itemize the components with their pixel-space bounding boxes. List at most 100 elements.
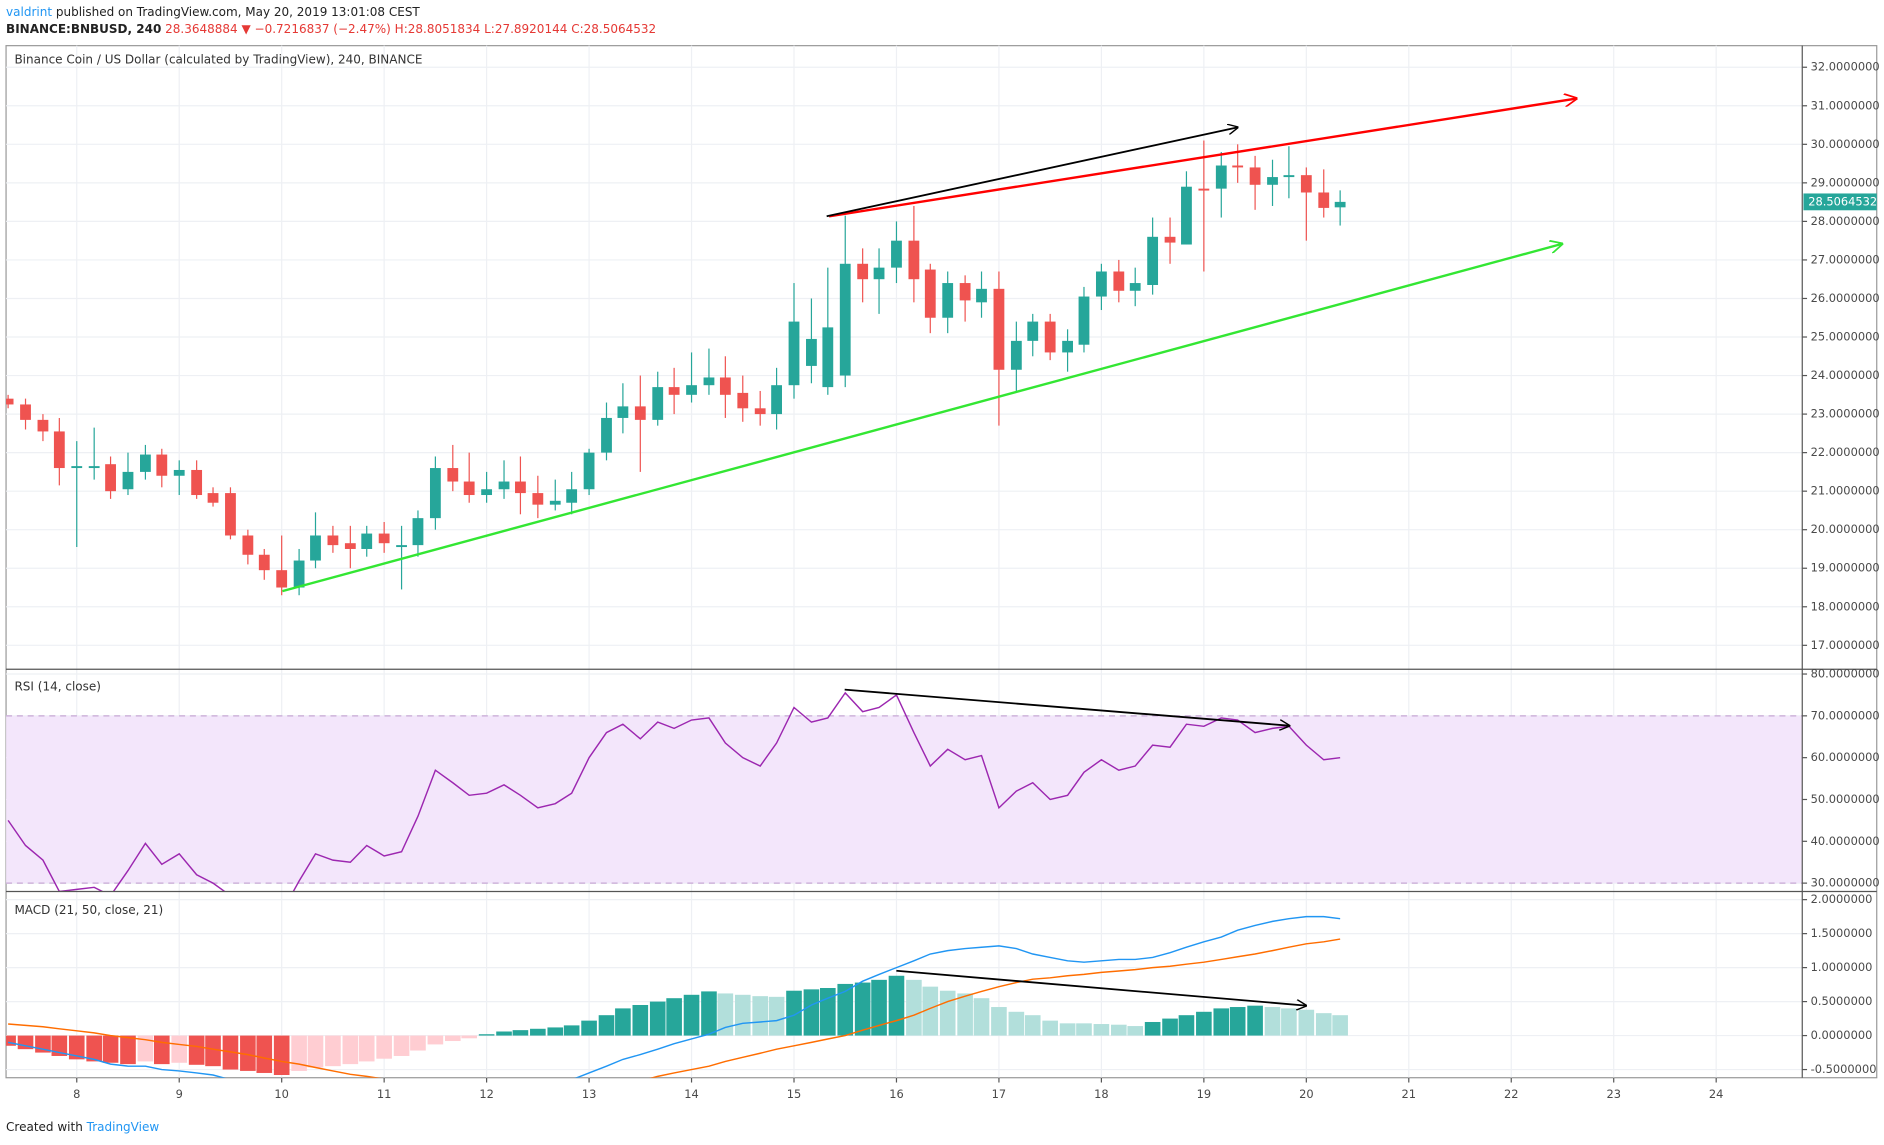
candle-body	[1027, 321, 1039, 341]
candle-body	[839, 263, 851, 376]
x-tick-label: 24	[1709, 1087, 1724, 1101]
x-tick-label: 17	[992, 1087, 1007, 1101]
candle-body	[1215, 165, 1227, 189]
candle-body	[959, 283, 971, 301]
candle-body	[53, 431, 65, 469]
histogram-bar	[1315, 1013, 1332, 1036]
histogram-bar	[922, 986, 939, 1036]
x-tick-label: 20	[1299, 1087, 1314, 1101]
candle-body	[498, 481, 510, 490]
histogram-bar	[957, 993, 973, 1036]
candle-body	[173, 469, 185, 476]
histogram-bar	[1264, 1007, 1281, 1036]
rsi-band	[6, 715, 1803, 884]
candle-body	[993, 288, 1005, 370]
footer-brand[interactable]: TradingView	[86, 1119, 160, 1133]
histogram-bar	[137, 1035, 154, 1062]
candle-body	[412, 518, 424, 546]
x-tick-label: 22	[1504, 1087, 1519, 1101]
histogram-bar	[1162, 1018, 1178, 1036]
histogram-bar	[563, 1025, 580, 1036]
macd-arrow	[896, 969, 1306, 1006]
histogram-bar	[906, 979, 922, 1036]
histogram-bar	[291, 1035, 307, 1071]
y-tick-label: 26.0000000	[1811, 291, 1880, 305]
histogram-bar	[820, 988, 836, 1036]
quote-close: C:28.5064532	[571, 21, 656, 35]
histogram-bar	[51, 1035, 68, 1056]
candle-body	[686, 385, 697, 395]
histogram-bar	[615, 1008, 631, 1036]
quote-high: H:28.8051834	[395, 21, 481, 35]
y-tick-label: 30.0000000	[1811, 137, 1880, 151]
histogram-bar	[205, 1035, 221, 1067]
histogram-bar	[547, 1027, 564, 1036]
histogram-bar	[768, 996, 785, 1036]
author[interactable]: valdrint	[6, 5, 52, 19]
histogram-bar	[188, 1035, 205, 1065]
candle-body	[1044, 321, 1056, 353]
candle-body	[1164, 236, 1176, 243]
support-line	[282, 244, 1562, 593]
candle-body	[481, 489, 493, 496]
candle-body	[1267, 177, 1278, 185]
histogram-bar	[717, 993, 734, 1036]
header-line: valdrint published on TradingView.com, M…	[6, 5, 420, 19]
histogram-bar	[1298, 1009, 1315, 1036]
histogram-bar	[240, 1035, 256, 1071]
macd-title: MACD (21, 50, close, 21)	[14, 903, 163, 917]
y-tick-label: 0.5000000	[1811, 994, 1873, 1008]
quote-change: ▼ −0.7216837 (−2.47%)	[242, 21, 391, 35]
candle-body	[225, 493, 236, 536]
y-tick-label: 24.0000000	[1811, 368, 1880, 382]
candle-body	[771, 385, 782, 415]
candle-body	[719, 377, 731, 395]
histogram-bar	[1332, 1015, 1348, 1036]
rsi-arrow	[844, 688, 1290, 726]
candle-body	[1129, 283, 1141, 291]
y-tick-label: 60.0000000	[1811, 750, 1880, 764]
histogram-bar	[803, 989, 820, 1036]
candle-body	[447, 468, 459, 482]
candle-body	[156, 454, 168, 476]
candle-body	[924, 269, 936, 318]
candle-body	[207, 493, 219, 503]
y-tick-label: 40.0000000	[1811, 834, 1880, 848]
histogram-bar	[632, 1004, 649, 1036]
resistance-line	[828, 99, 1576, 218]
y-tick-label: 32.0000000	[1811, 60, 1880, 74]
y-tick-label: 30.0000000	[1811, 876, 1880, 890]
candle-body	[652, 387, 664, 420]
histogram-bar	[683, 994, 700, 1036]
candle-body	[634, 406, 646, 420]
y-tick-label: 25.0000000	[1811, 330, 1880, 344]
histogram-bar	[376, 1035, 392, 1059]
histogram-bar	[171, 1035, 188, 1063]
histogram-bar	[410, 1035, 426, 1051]
candle-body	[396, 545, 407, 548]
x-tick-label: 11	[377, 1087, 392, 1101]
histogram-bar	[17, 1035, 34, 1050]
candle-body	[258, 554, 270, 571]
y-tick-label: 19.0000000	[1811, 561, 1880, 575]
histogram-bar	[102, 1035, 119, 1063]
y-tick-label: 21.0000000	[1811, 484, 1880, 498]
quote-open: 28.3648884	[165, 21, 238, 35]
histogram-bar	[1281, 1008, 1297, 1036]
candle-body	[1010, 340, 1022, 370]
candle-body	[378, 533, 390, 544]
histogram-bar	[666, 998, 682, 1036]
candle-body	[37, 419, 49, 432]
histogram-bar	[1093, 1024, 1110, 1036]
candle-body	[1249, 167, 1261, 185]
candle-body	[71, 466, 83, 469]
candle-body	[1147, 236, 1159, 285]
candle-body	[532, 493, 544, 505]
histogram-bar	[581, 1020, 597, 1036]
x-tick-label: 8	[73, 1087, 80, 1101]
candle-body	[601, 417, 612, 453]
candle-body	[583, 452, 595, 490]
candle-body	[1232, 165, 1244, 168]
y-tick-label: 17.0000000	[1811, 638, 1880, 652]
